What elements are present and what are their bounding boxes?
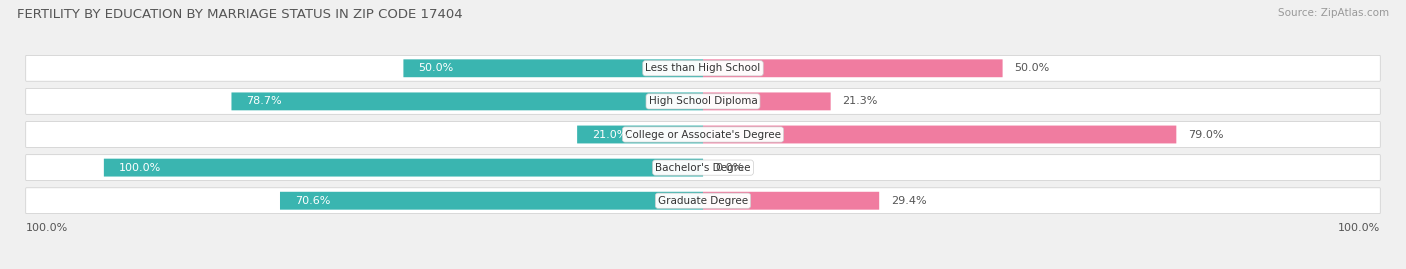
FancyBboxPatch shape [703, 126, 1177, 143]
Text: 21.3%: 21.3% [842, 96, 877, 107]
Text: 21.0%: 21.0% [592, 129, 627, 140]
Text: Graduate Degree: Graduate Degree [658, 196, 748, 206]
Text: 50.0%: 50.0% [419, 63, 454, 73]
Text: 100.0%: 100.0% [27, 223, 69, 233]
Text: FERTILITY BY EDUCATION BY MARRIAGE STATUS IN ZIP CODE 17404: FERTILITY BY EDUCATION BY MARRIAGE STATU… [17, 8, 463, 21]
Text: 79.0%: 79.0% [1188, 129, 1223, 140]
FancyBboxPatch shape [703, 192, 879, 210]
FancyBboxPatch shape [703, 93, 831, 110]
Text: Source: ZipAtlas.com: Source: ZipAtlas.com [1278, 8, 1389, 18]
Text: Bachelor's Degree: Bachelor's Degree [655, 162, 751, 173]
Text: Less than High School: Less than High School [645, 63, 761, 73]
Legend: Married, Unmarried: Married, Unmarried [623, 268, 783, 269]
Text: 70.6%: 70.6% [295, 196, 330, 206]
FancyBboxPatch shape [25, 155, 1381, 180]
Text: 100.0%: 100.0% [1337, 223, 1379, 233]
FancyBboxPatch shape [25, 89, 1381, 114]
Text: High School Diploma: High School Diploma [648, 96, 758, 107]
FancyBboxPatch shape [576, 126, 703, 143]
FancyBboxPatch shape [280, 192, 703, 210]
FancyBboxPatch shape [25, 122, 1381, 147]
Text: 100.0%: 100.0% [120, 162, 162, 173]
FancyBboxPatch shape [25, 188, 1381, 214]
Text: 78.7%: 78.7% [246, 96, 283, 107]
Text: 29.4%: 29.4% [891, 196, 927, 206]
FancyBboxPatch shape [232, 93, 703, 110]
Text: College or Associate's Degree: College or Associate's Degree [626, 129, 780, 140]
FancyBboxPatch shape [25, 55, 1381, 81]
FancyBboxPatch shape [104, 159, 703, 176]
FancyBboxPatch shape [703, 59, 1002, 77]
Text: 0.0%: 0.0% [716, 162, 744, 173]
Text: 50.0%: 50.0% [1015, 63, 1050, 73]
FancyBboxPatch shape [404, 59, 703, 77]
